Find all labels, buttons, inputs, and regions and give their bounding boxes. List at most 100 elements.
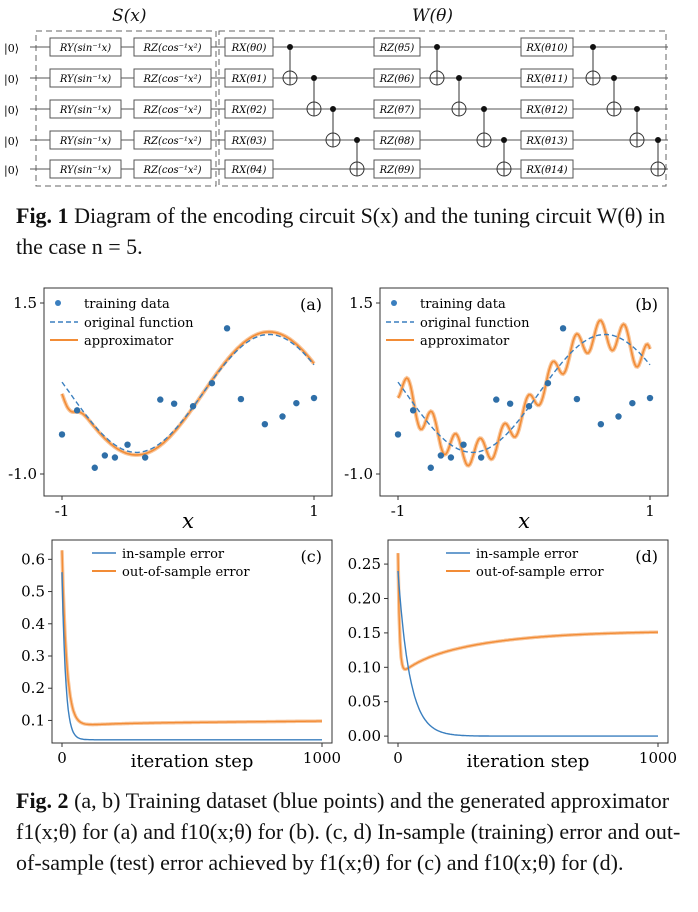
training-point — [573, 395, 581, 403]
rz-gate — [373, 99, 421, 119]
rz-gate-label: RZ(cos⁻¹x²) — [143, 74, 202, 85]
cnot-control — [434, 44, 440, 50]
training-point — [111, 454, 119, 461]
training-point — [141, 454, 149, 461]
training-point — [493, 396, 500, 403]
fig2-label: Fig. 2 — [16, 788, 69, 813]
in-sample-line — [397, 570, 658, 737]
x-tick-label: -1 — [391, 502, 406, 520]
ry-gate — [49, 130, 122, 150]
cnot-control — [456, 75, 462, 81]
x-axis-label: iteration step — [131, 751, 254, 772]
training-point — [237, 395, 245, 403]
rz-gate-label: RZ(cos⁻¹x²) — [143, 165, 202, 176]
rx-gate — [520, 159, 574, 179]
circuit-diagram: |0⟩ RY(sin⁻¹x) RZ(cos⁻¹x²) RX(θ0) RZ(θ5) RX(θ… — [4, 30, 668, 187]
training-point — [293, 399, 300, 407]
rz-gate — [133, 37, 212, 57]
rz-gate — [373, 68, 421, 88]
x-axis-label: x — [182, 509, 194, 533]
y-tick-label: 0.6 — [21, 550, 45, 568]
legend-original: original function — [420, 316, 530, 331]
plot-frame — [387, 539, 669, 744]
rz-gate-label: RZ(θ5) — [379, 43, 415, 54]
cnot-control — [330, 106, 336, 112]
training-point — [597, 420, 605, 428]
rx-gate — [224, 130, 274, 150]
cnot-control — [311, 75, 317, 81]
y-tick-label: 0.1 — [21, 711, 45, 729]
ry-gate-label: RY(sin⁻¹x) — [59, 74, 111, 85]
ry-gate — [49, 37, 122, 57]
ry-gate-label: RY(sin⁻¹x) — [59, 165, 111, 176]
x-tick-label: -1 — [55, 502, 70, 520]
rx-gate — [520, 130, 574, 150]
y-tick-label: 0.20 — [348, 589, 381, 607]
training-point — [91, 464, 98, 471]
rx-gate — [520, 99, 574, 119]
training-point — [447, 454, 455, 461]
qubit-label: |0⟩ — [4, 104, 19, 118]
y-tick-label: 0.15 — [348, 624, 381, 642]
training-point — [58, 431, 66, 438]
rx-gate-label: RX(θ13) — [525, 136, 567, 147]
y-tick-label: 0.3 — [21, 647, 45, 665]
rx-gate-label: RX(θ10) — [525, 43, 567, 54]
ry-gate-label: RY(sin⁻¹x) — [59, 136, 111, 147]
training-point — [646, 394, 654, 402]
ry-gate-label: RY(sin⁻¹x) — [59, 105, 111, 116]
qubit-label: |0⟩ — [4, 164, 19, 178]
rz-gate-label: RZ(θ6) — [379, 74, 415, 85]
fig1-text: Diagram of the encoding circuit S(x) and… — [16, 203, 666, 259]
rz-gate-label: RZ(θ9) — [379, 165, 415, 176]
rx-gate — [224, 37, 274, 57]
legend-approx: approximator — [84, 334, 174, 349]
panel-label: (c) — [301, 547, 322, 566]
training-point — [409, 407, 417, 414]
y-tick-label: 0.05 — [348, 693, 381, 711]
qubit-label: |0⟩ — [4, 73, 19, 87]
qubit-label: |0⟩ — [4, 42, 19, 56]
x-tick-label: 1 — [309, 502, 319, 520]
training-point — [437, 452, 445, 459]
fig2-caption: Fig. 2 (a, b) Training dataset (blue poi… — [16, 785, 684, 878]
plots: 1.5 -1.0 -1 1 x (a) training data original func… — [8, 287, 677, 772]
rz-gate-label: RZ(θ8) — [379, 136, 415, 147]
rz-gate — [133, 99, 212, 119]
panel-label: (b) — [635, 295, 658, 314]
rx-gate-label: RX(θ0) — [231, 43, 267, 54]
x-tick-label: 1 — [645, 502, 655, 520]
rx-gate-label: RX(θ12) — [525, 105, 567, 116]
cnot-control — [481, 106, 487, 112]
y-tick-label: -1.0 — [344, 465, 373, 483]
rz-gate — [373, 37, 421, 57]
legend-training: training data — [420, 297, 506, 312]
cnot-control — [287, 44, 293, 50]
y-tick-label: 0.00 — [348, 727, 381, 745]
training-point — [310, 394, 318, 402]
original-function-line — [397, 333, 651, 454]
training-point — [170, 400, 178, 407]
rz-gate — [133, 159, 212, 179]
training-point — [101, 452, 109, 459]
cnot-control — [655, 137, 661, 143]
ry-gate — [49, 99, 122, 119]
ry-gate — [49, 159, 122, 179]
rz-gate-label: RZ(cos⁻¹x²) — [143, 136, 202, 147]
fig1-caption: Fig. 1 Diagram of the encoding circuit S… — [16, 200, 684, 262]
plot-frame — [43, 287, 333, 497]
legend-out: out-of-sample error — [476, 565, 604, 580]
training-point — [157, 396, 164, 403]
legend-training: training data — [84, 297, 170, 312]
rz-gate — [373, 130, 421, 150]
panel-label: (d) — [635, 547, 658, 566]
out-of-sample-line — [397, 553, 658, 671]
training-point — [73, 407, 81, 414]
y-tick-label: -1.0 — [8, 465, 37, 483]
section-label-w: W(θ) — [412, 6, 453, 26]
training-point — [427, 464, 434, 471]
training-point — [559, 325, 567, 332]
x-axis-label: iteration step — [467, 751, 590, 772]
fig2-text: (a, b) Training dataset (blue points) an… — [16, 788, 681, 875]
qubit-label: |0⟩ — [4, 135, 19, 149]
